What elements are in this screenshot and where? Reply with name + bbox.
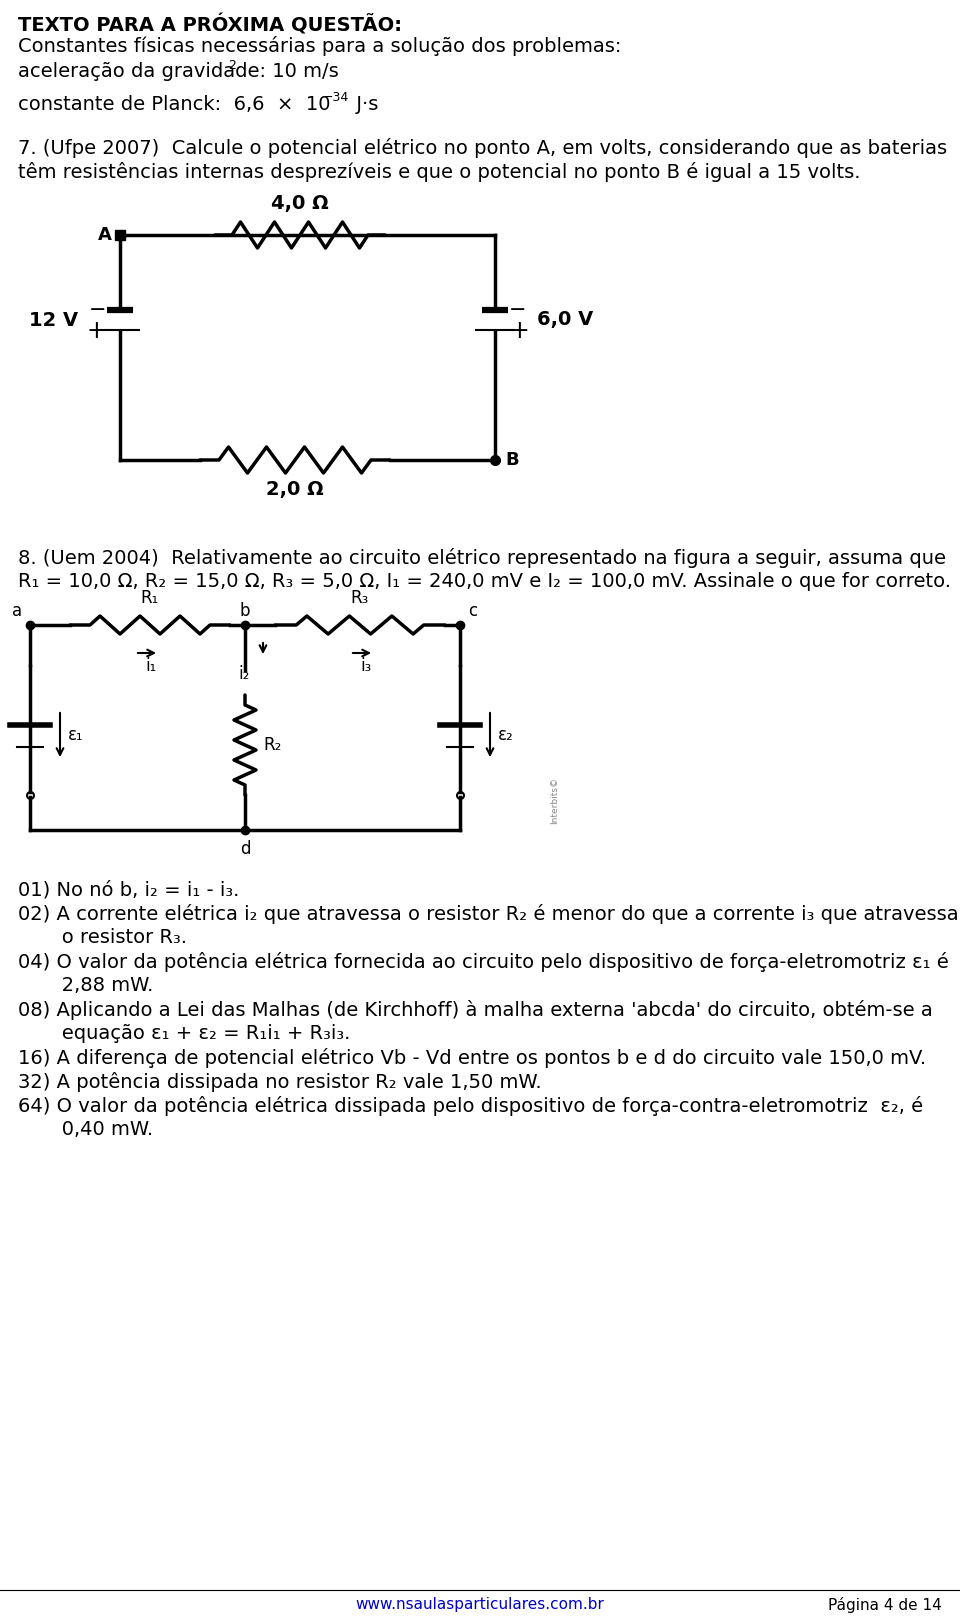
Text: R₂: R₂: [263, 736, 281, 754]
Text: Página 4 de 14: Página 4 de 14: [828, 1597, 942, 1613]
Text: 2,88 mW.: 2,88 mW.: [18, 976, 154, 995]
Text: b: b: [240, 601, 251, 619]
Text: 16) A diferença de potencial elétrico Vb - Vd entre os pontos b e d do circuito : 16) A diferença de potencial elétrico Vb…: [18, 1049, 926, 1068]
Text: −34: −34: [323, 91, 349, 104]
Text: +: +: [509, 319, 529, 344]
Text: 08) Aplicando a Lei das Malhas (de Kirchhoff) à malha externa 'abcda' do circuit: 08) Aplicando a Lei das Malhas (de Kirch…: [18, 1000, 933, 1020]
Text: ε₂: ε₂: [498, 726, 514, 744]
Text: i₃: i₃: [360, 657, 372, 674]
Text: www.nsaulasparticulares.com.br: www.nsaulasparticulares.com.br: [355, 1597, 605, 1611]
Text: c: c: [468, 601, 477, 619]
Text: constante de Planck:  6,6  ×  10: constante de Planck: 6,6 × 10: [18, 96, 330, 113]
Text: Constantes físicas necessárias para a solução dos problemas:: Constantes físicas necessárias para a so…: [18, 36, 621, 57]
Text: 8. (Uem 2004)  Relativamente ao circuito elétrico representado na figura a segui: 8. (Uem 2004) Relativamente ao circuito …: [18, 548, 946, 567]
Text: 01) No nó b, i₂ = i₁ - i₃.: 01) No nó b, i₂ = i₁ - i₃.: [18, 880, 239, 900]
Text: A: A: [98, 225, 112, 245]
Text: 64) O valor da potência elétrica dissipada pelo dispositivo de força-contra-elet: 64) O valor da potência elétrica dissipa…: [18, 1096, 924, 1115]
Text: 6,0 V: 6,0 V: [537, 311, 593, 329]
Text: 32) A potência dissipada no resistor R₂ vale 1,50 mW.: 32) A potência dissipada no resistor R₂ …: [18, 1071, 541, 1093]
Text: 12 V: 12 V: [29, 311, 78, 329]
Text: +: +: [86, 319, 106, 344]
Text: i₂: i₂: [239, 665, 250, 682]
Text: 4,0 Ω: 4,0 Ω: [271, 195, 329, 212]
Text: 04) O valor da potência elétrica fornecida ao circuito pelo dispositivo de força: 04) O valor da potência elétrica forneci…: [18, 952, 948, 973]
Text: 2: 2: [228, 58, 236, 71]
Text: R₃: R₃: [350, 588, 370, 606]
Text: 2,0 Ω: 2,0 Ω: [266, 480, 324, 499]
Text: R₁ = 10,0 Ω, R₂ = 15,0 Ω, R₃ = 5,0 Ω, I₁ = 240,0 mV e I₂ = 100,0 mV. Assinale o : R₁ = 10,0 Ω, R₂ = 15,0 Ω, R₃ = 5,0 Ω, I₁…: [18, 572, 951, 592]
Text: d: d: [240, 840, 251, 858]
Text: J·s: J·s: [350, 96, 378, 113]
Text: i₁: i₁: [145, 657, 156, 674]
Text: a: a: [12, 601, 22, 619]
Text: o resistor R₃.: o resistor R₃.: [18, 927, 187, 947]
Text: 02) A corrente elétrica i₂ que atravessa o resistor R₂ é menor do que a corrente: 02) A corrente elétrica i₂ que atravessa…: [18, 905, 959, 924]
Text: 0,40 mW.: 0,40 mW.: [18, 1120, 154, 1140]
Text: 7. (Ufpe 2007)  Calcule o potencial elétrico no ponto A, em volts, considerando : 7. (Ufpe 2007) Calcule o potencial elétr…: [18, 138, 948, 157]
Text: aceleração da gravidade: 10 m/s: aceleração da gravidade: 10 m/s: [18, 62, 339, 81]
Text: −: −: [88, 300, 106, 319]
Text: ε₁: ε₁: [68, 726, 84, 744]
Text: têm resistências internas desprezíveis e que o potencial no ponto B é igual a 15: têm resistências internas desprezíveis e…: [18, 162, 860, 182]
Text: TEXTO PARA A PRÓXIMA QUESTÃO:: TEXTO PARA A PRÓXIMA QUESTÃO:: [18, 15, 402, 36]
Text: R₁: R₁: [141, 588, 159, 606]
Text: Interbits©: Interbits©: [550, 776, 560, 823]
Text: equação ε₁ + ε₂ = R₁i₁ + R₃i₃.: equação ε₁ + ε₂ = R₁i₁ + R₃i₃.: [18, 1024, 350, 1042]
Text: −: −: [509, 300, 526, 319]
Text: B: B: [505, 451, 518, 468]
